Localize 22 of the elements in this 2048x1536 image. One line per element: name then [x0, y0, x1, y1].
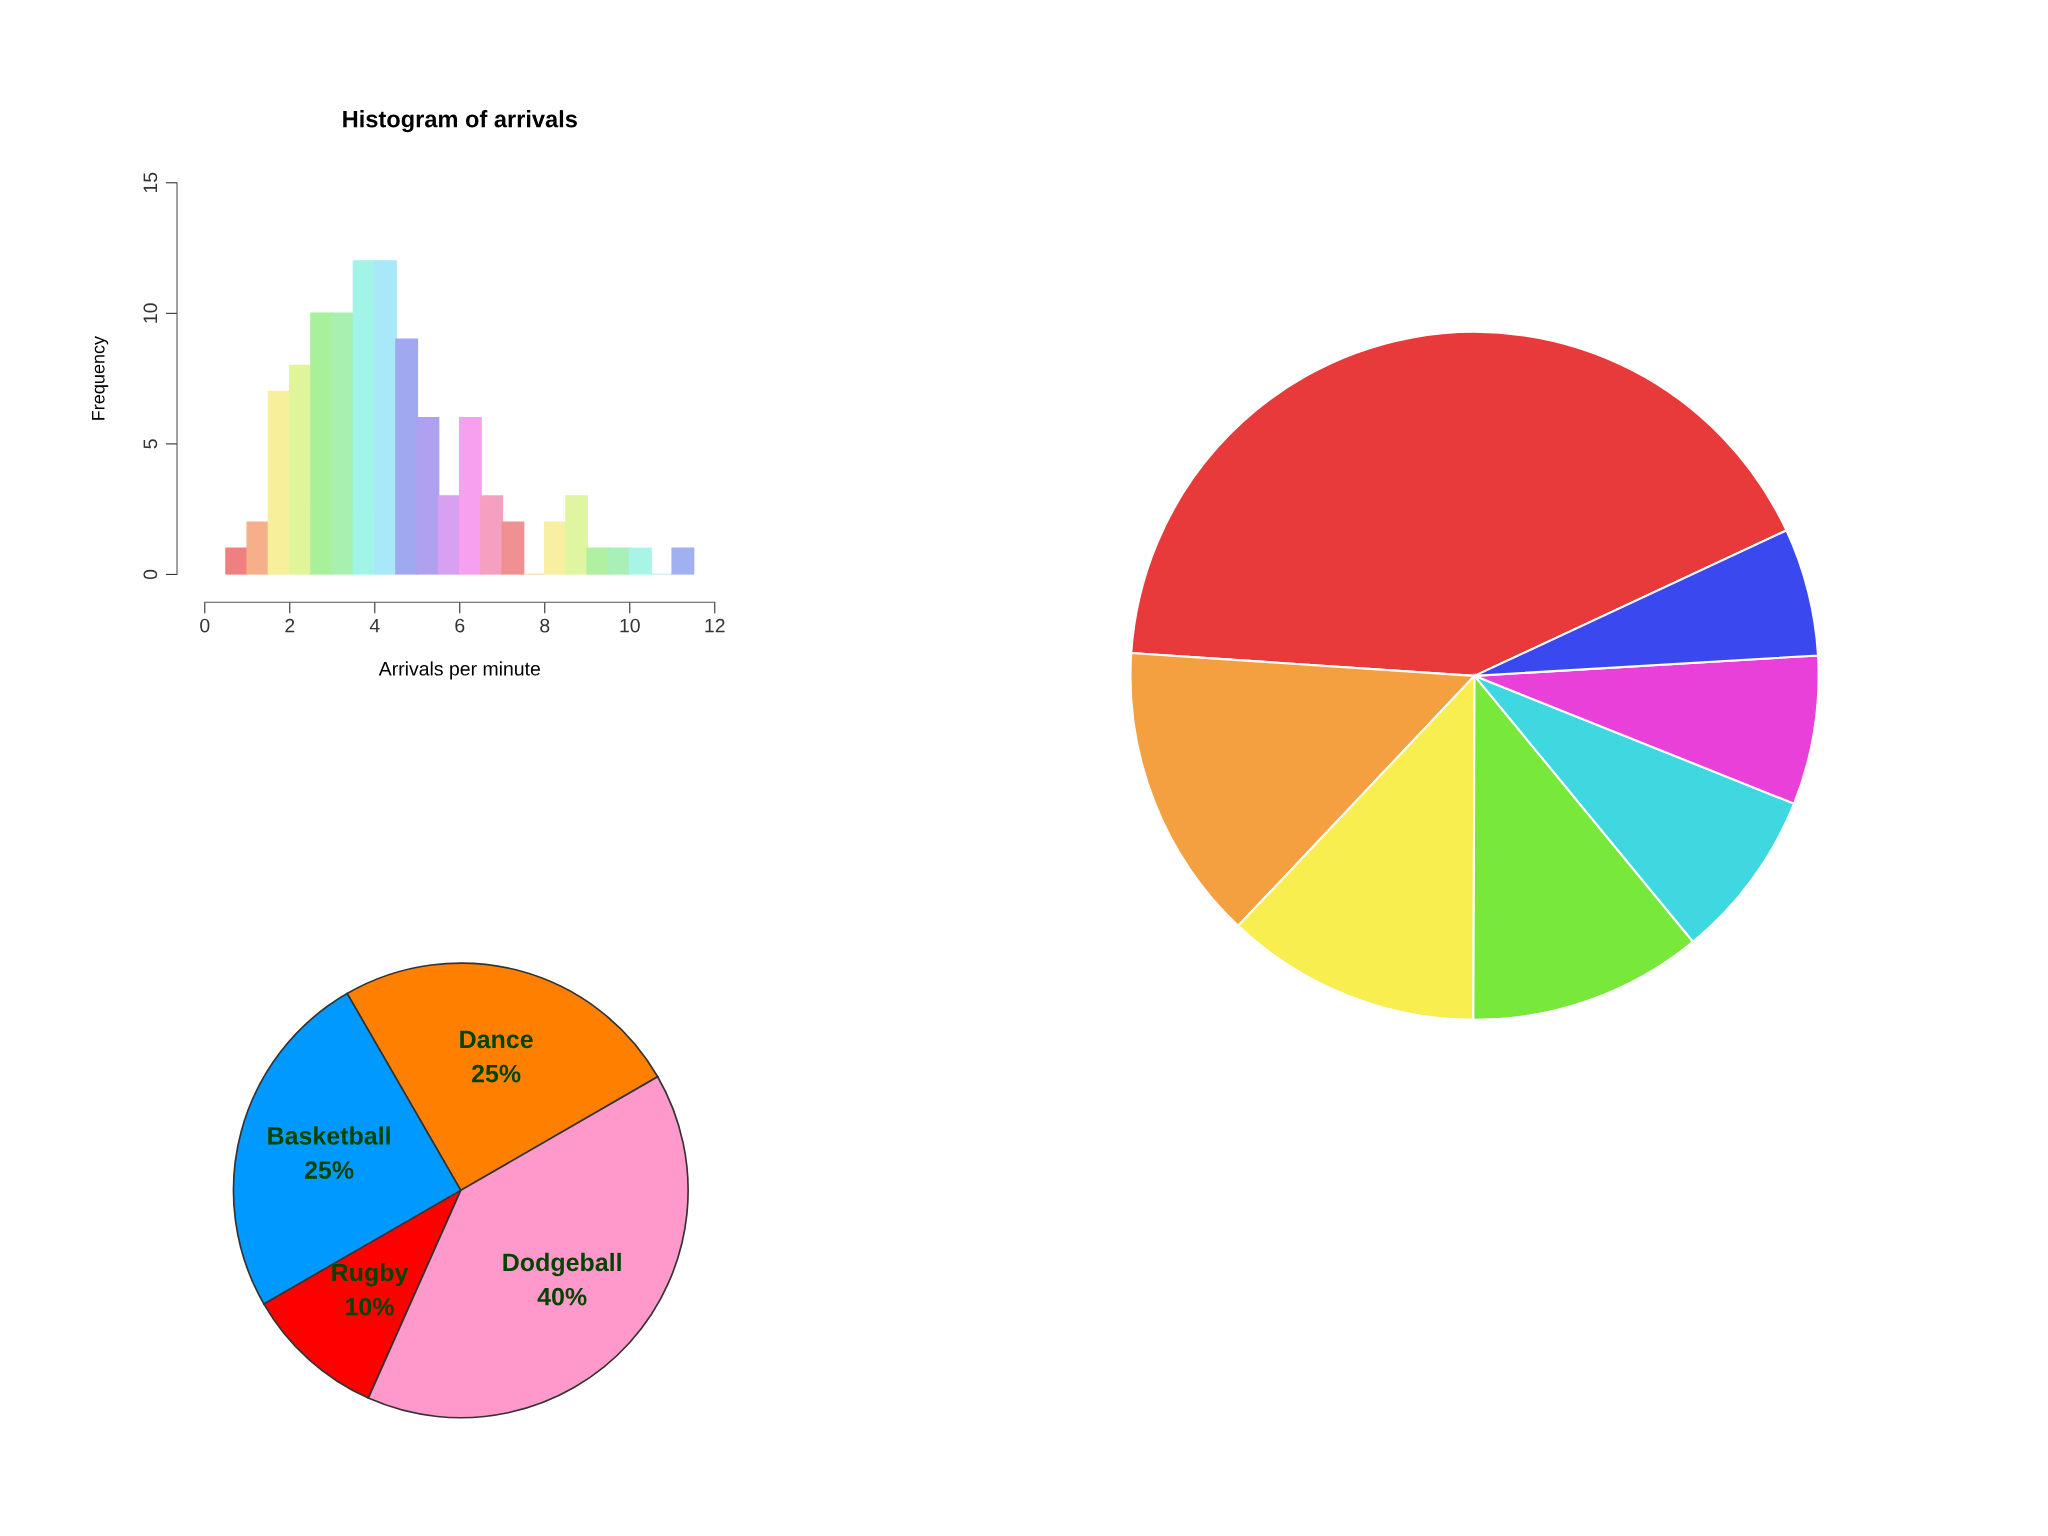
x-tick-label: 0 [200, 618, 210, 633]
y-axis-title: Frequency [92, 336, 109, 420]
data-label: 10% [346, 1297, 394, 1316]
x-tick-label: 2 [285, 618, 295, 633]
x-axis-title: Arrivals per minute [378, 661, 540, 680]
x-tick-label: 12 [705, 618, 725, 633]
x-tick-label: 10 [620, 618, 640, 633]
data-label: 25% [471, 1064, 521, 1083]
chart-title: Histogram of arrivals [343, 110, 577, 133]
y-tick-label: 5 [143, 439, 158, 449]
y-tick-label: 10 [143, 303, 158, 323]
slice-label: Dance [460, 1030, 533, 1049]
y-tick-label: 0 [143, 569, 158, 580]
slice-label: Basketball [268, 1126, 390, 1145]
slice-label: Dodgeball [503, 1252, 621, 1277]
data-label: 25% [304, 1161, 354, 1179]
x-tick-label: 6 [455, 618, 465, 633]
slice-label: Rugby [332, 1262, 409, 1287]
x-tick-label: 8 [540, 618, 550, 633]
x-tick-label: 4 [369, 618, 380, 633]
data-label: 40% [537, 1287, 587, 1306]
y-tick-label: 15 [143, 172, 158, 193]
